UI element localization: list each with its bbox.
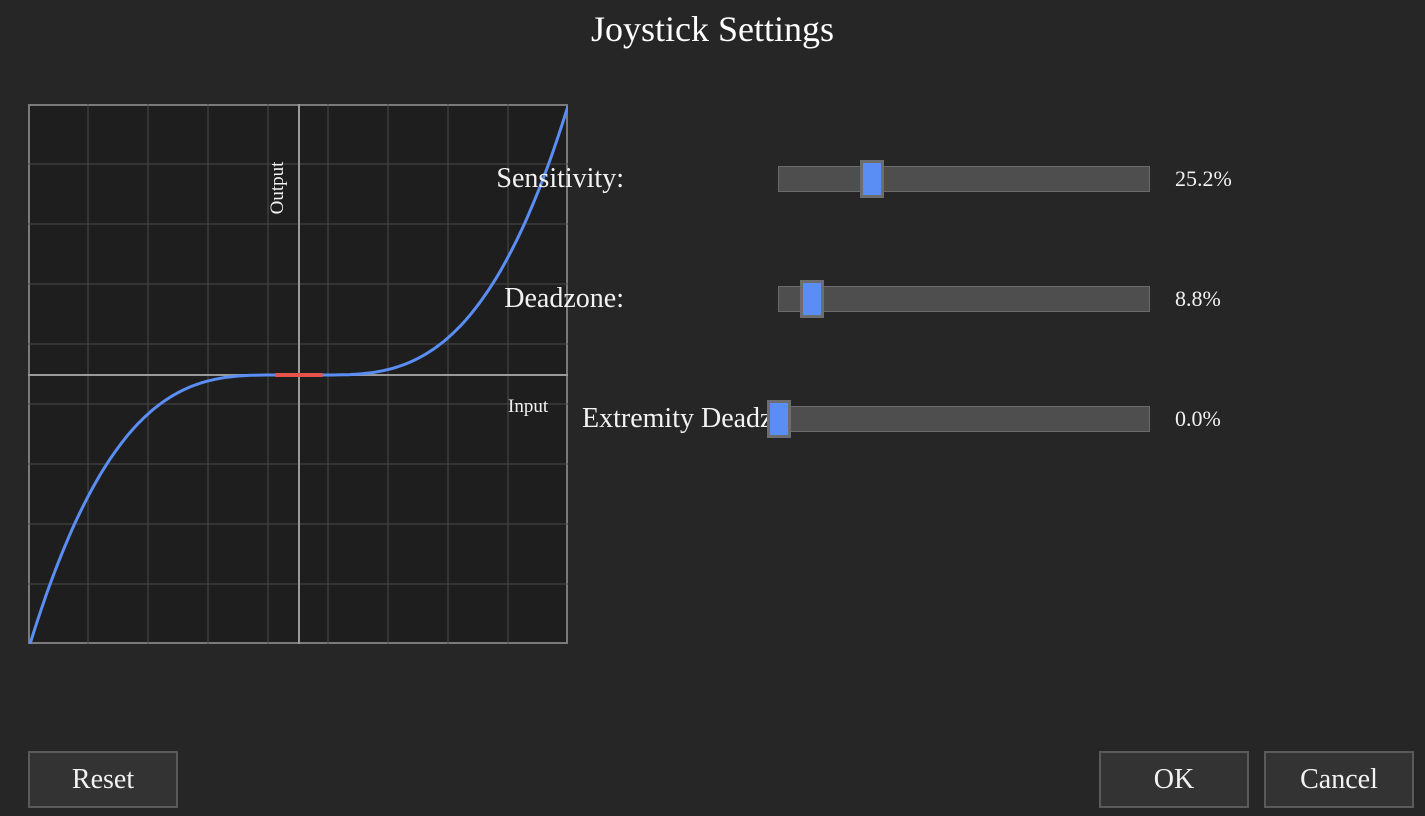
- ok-button[interactable]: OK: [1099, 751, 1249, 808]
- window-title: Joystick Settings: [590, 9, 835, 49]
- response-curve-graph: Input Output: [28, 104, 568, 644]
- cancel-button[interactable]: Cancel: [1264, 751, 1414, 808]
- extremity-deadzone-slider[interactable]: [767, 400, 1150, 438]
- sensitivity-row: Sensitivity: 25.2%: [496, 160, 1280, 198]
- sensitivity-value: 25.2%: [1175, 166, 1232, 191]
- sensitivity-slider[interactable]: [778, 160, 1150, 198]
- deadzone-label: Deadzone:: [504, 283, 624, 314]
- extremity-deadzone-value: 0.0%: [1175, 406, 1221, 431]
- deadzone-slider-thumb[interactable]: [799, 280, 824, 318]
- response-curve-svg: Input Output: [28, 104, 568, 644]
- sensitivity-slider-thumb[interactable]: [860, 160, 885, 198]
- x-axis-label: Input: [508, 396, 549, 417]
- reset-button[interactable]: Reset: [28, 751, 178, 808]
- y-axis-label: Output: [267, 161, 288, 215]
- extremity-deadzone-slider-thumb[interactable]: [767, 400, 791, 438]
- deadzone-slider[interactable]: [778, 280, 1150, 318]
- deadzone-value: 8.8%: [1175, 286, 1221, 311]
- extremity-deadzone-label: Extremity Deadzone:: [582, 403, 778, 434]
- sensitivity-label: Sensitivity:: [496, 163, 624, 194]
- deadzone-row: Deadzone: 8.8%: [504, 280, 1280, 318]
- extremity-deadzone-row: Extremity Deadzone: 0.0%: [560, 400, 1280, 438]
